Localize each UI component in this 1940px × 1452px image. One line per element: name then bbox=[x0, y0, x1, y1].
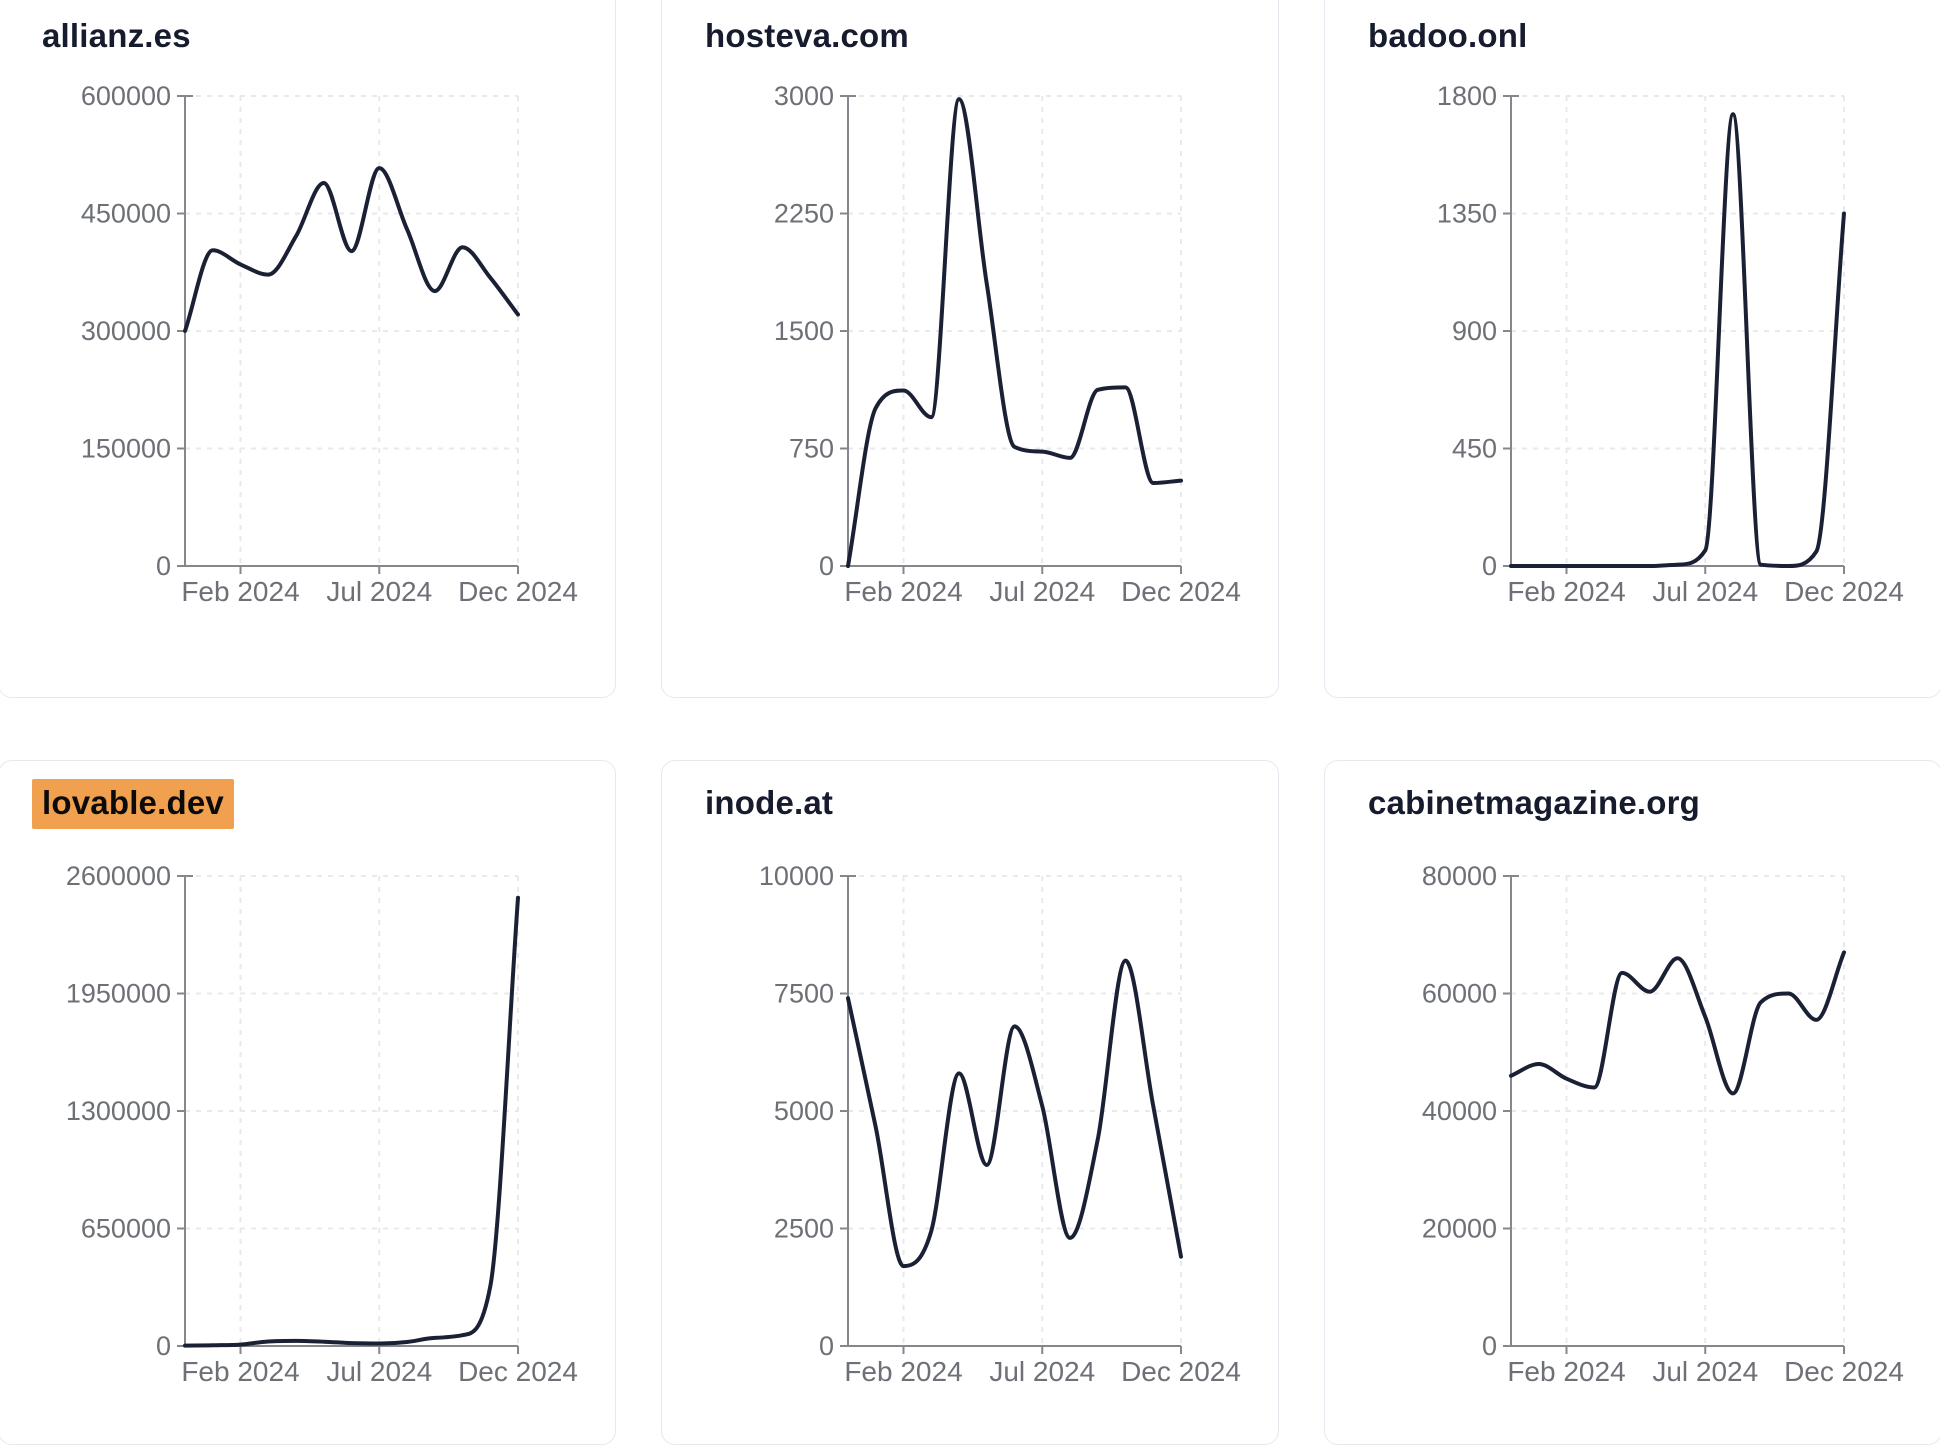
chart-title: hosteva.com bbox=[705, 17, 909, 55]
y-tick-label: 7500 bbox=[774, 979, 834, 1009]
traffic-line-chart: 0 2500 5000 7500 10000 Feb 2024 Jul 2024 Dec 20… bbox=[759, 861, 1241, 1387]
y-tick-label: 450000 bbox=[81, 199, 171, 229]
y-tick-label: 1800 bbox=[1437, 81, 1497, 111]
y-tick-label: 20000 bbox=[1422, 1214, 1497, 1244]
y-tick-label: 600000 bbox=[81, 81, 171, 111]
y-tick-label: 0 bbox=[156, 551, 171, 581]
y-tick-label: 300000 bbox=[81, 316, 171, 346]
x-tick-label: Feb 2024 bbox=[844, 576, 962, 607]
x-tick-label: Jul 2024 bbox=[1652, 576, 1758, 607]
x-tick-label: Jul 2024 bbox=[326, 576, 432, 607]
x-tick-label: Feb 2024 bbox=[844, 1356, 962, 1387]
y-tick-label: 60000 bbox=[1422, 979, 1497, 1009]
y-tick-label: 0 bbox=[1482, 551, 1497, 581]
y-tick-label: 900 bbox=[1452, 316, 1497, 346]
x-tick-label: Feb 2024 bbox=[181, 1356, 299, 1387]
x-tick-label: Dec 2024 bbox=[1121, 1356, 1241, 1387]
x-tick-label: Dec 2024 bbox=[458, 1356, 578, 1387]
card-inode-at: inode.at 0 2500 5000 7500 10000 Feb 2024 Jul 2… bbox=[661, 760, 1279, 1445]
domain-name: inode.at bbox=[705, 784, 834, 821]
y-tick-label: 2250 bbox=[774, 199, 834, 229]
y-tick-label: 450 bbox=[1452, 434, 1497, 464]
series-line bbox=[846, 97, 1183, 568]
chart-title: lovable.dev bbox=[32, 779, 234, 829]
y-tick-label: 1350 bbox=[1437, 199, 1497, 229]
card-lovable-dev: lovable.dev 0 650000 1300000 1950000 2600000… bbox=[0, 760, 616, 1445]
x-tick-label: Jul 2024 bbox=[1652, 1356, 1758, 1387]
domain-name: lovable.dev bbox=[32, 779, 234, 829]
x-tick-label: Feb 2024 bbox=[181, 576, 299, 607]
domain-name: hosteva.com bbox=[705, 17, 909, 54]
x-tick-label: Dec 2024 bbox=[1121, 576, 1241, 607]
series-line bbox=[1509, 112, 1846, 568]
card-allianz-es: allianz.es 0 150000 300000 450000 600000 Feb … bbox=[0, 0, 616, 698]
chart-title: inode.at bbox=[705, 784, 833, 822]
card-badoo-onl: badoo.onl 0 450 900 1350 1800 Feb 2024 Jul 202… bbox=[1324, 0, 1940, 698]
x-tick-label: Dec 2024 bbox=[1784, 576, 1904, 607]
y-tick-label: 0 bbox=[1482, 1331, 1497, 1361]
x-tick-label: Dec 2024 bbox=[458, 576, 578, 607]
y-tick-label: 1500 bbox=[774, 316, 834, 346]
domain-name: badoo.onl bbox=[1368, 17, 1528, 54]
y-tick-label: 0 bbox=[156, 1331, 171, 1361]
y-tick-label: 0 bbox=[819, 551, 834, 581]
domain-name: cabinetmagazine.org bbox=[1368, 784, 1701, 821]
chart-title: badoo.onl bbox=[1368, 17, 1527, 55]
card-hosteva-com: hosteva.com 0 750 1500 2250 3000 Feb 2024 Jul … bbox=[661, 0, 1279, 698]
traffic-line-chart: 0 750 1500 2250 3000 Feb 2024 Jul 2024 Dec 2024 bbox=[774, 81, 1241, 607]
card-cabinetmagazine-org: cabinetmagazine.org 0 20000 40000 60000 8000… bbox=[1324, 760, 1940, 1445]
x-tick-label: Jul 2024 bbox=[989, 1356, 1095, 1387]
domain-name: allianz.es bbox=[42, 17, 191, 54]
x-tick-label: Jul 2024 bbox=[989, 576, 1095, 607]
y-tick-label: 150000 bbox=[81, 434, 171, 464]
x-tick-label: Feb 2024 bbox=[1507, 1356, 1625, 1387]
x-tick-label: Dec 2024 bbox=[1784, 1356, 1904, 1387]
traffic-line-chart: 0 450 900 1350 1800 Feb 2024 Jul 2024 Dec 2024 bbox=[1437, 81, 1904, 607]
y-tick-label: 750 bbox=[789, 434, 834, 464]
series-line bbox=[1509, 950, 1846, 1096]
y-tick-label: 80000 bbox=[1422, 861, 1497, 891]
y-tick-label: 3000 bbox=[774, 81, 834, 111]
series-line bbox=[183, 895, 520, 1348]
y-tick-label: 0 bbox=[819, 1331, 834, 1361]
traffic-line-chart: 0 650000 1300000 1950000 2600000 Feb 2024 Jul … bbox=[66, 861, 578, 1387]
chart-title: allianz.es bbox=[42, 17, 191, 55]
y-tick-label: 650000 bbox=[81, 1214, 171, 1244]
series-line bbox=[846, 958, 1183, 1269]
y-tick-label: 10000 bbox=[759, 861, 834, 891]
traffic-line-chart: 0 20000 40000 60000 80000 Feb 2024 Jul 2024 Dec… bbox=[1422, 861, 1904, 1387]
chart-title: cabinetmagazine.org bbox=[1368, 784, 1700, 822]
y-tick-label: 40000 bbox=[1422, 1096, 1497, 1126]
y-tick-label: 2500 bbox=[774, 1214, 834, 1244]
y-tick-label: 1950000 bbox=[66, 979, 171, 1009]
y-tick-label: 1300000 bbox=[66, 1096, 171, 1126]
series-line bbox=[183, 166, 520, 333]
traffic-line-chart: 0 150000 300000 450000 600000 Feb 2024 Jul 202… bbox=[81, 81, 578, 607]
x-tick-label: Jul 2024 bbox=[326, 1356, 432, 1387]
x-tick-label: Feb 2024 bbox=[1507, 576, 1625, 607]
y-tick-label: 5000 bbox=[774, 1096, 834, 1126]
y-tick-label: 2600000 bbox=[66, 861, 171, 891]
